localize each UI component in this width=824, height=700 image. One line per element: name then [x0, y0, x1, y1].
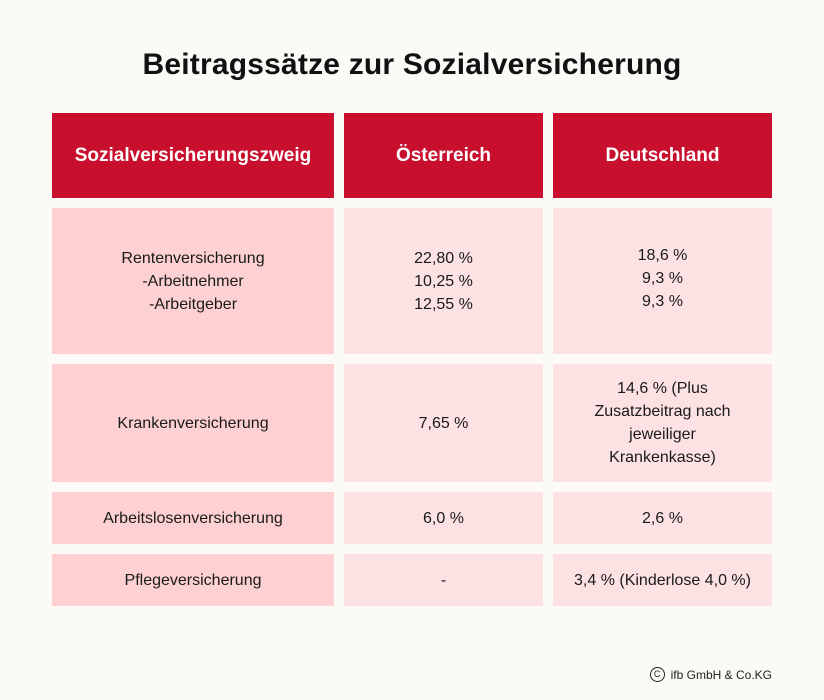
cell-line: -Arbeitgeber — [148, 295, 238, 313]
footer-text: ifb GmbH & Co.KG — [670, 667, 772, 682]
page-title: Beitragssätze zur Sozialversicherung — [142, 48, 682, 81]
row-arbeitslos-at: 6,0 % — [344, 492, 543, 544]
cell-line: 12,55 % — [414, 295, 473, 313]
row-rente-de: 18,6 % 9,3 % 9,3 % — [553, 208, 772, 354]
header-zweig: Sozialversicherungszweig — [52, 113, 334, 198]
cell-line: Zusatzbeitrag nach — [594, 403, 731, 420]
cell-line: 18,6 % — [637, 247, 688, 264]
cell-line: Krankenkasse) — [609, 449, 716, 466]
row-arbeitslos-zweig: Arbeitslosenversicherung — [52, 492, 334, 544]
row-rente-zweig: Rentenversicherung -Arbeitnehmer -Arbeit… — [52, 208, 334, 354]
cell-line: 14,6 % (Plus — [617, 380, 708, 397]
cell-line: Rentenversicherung — [121, 249, 265, 267]
row-kranken-at: 7,65 % — [344, 364, 543, 482]
row-kranken-zweig: Krankenversicherung — [52, 364, 334, 482]
copyright-icon: C — [649, 667, 665, 682]
cell-line: 22,80 % — [414, 249, 473, 267]
header-oesterreich: Österreich — [344, 113, 543, 198]
cell-line: -Arbeitnehmer — [142, 272, 244, 290]
row-pflege-at: - — [344, 554, 543, 606]
contribution-table: Sozialversicherungszweig Österreich Deut… — [52, 113, 772, 606]
cell-line: 9,3 % — [642, 293, 683, 310]
cell-line: 10,25 % — [414, 272, 473, 290]
cell-line: 9,3 % — [642, 270, 683, 287]
row-arbeitslos-de: 2,6 % — [553, 492, 772, 544]
row-pflege-de: 3,4 % (Kinderlose 4,0 %) — [553, 554, 772, 606]
row-kranken-de: 14,6 % (Plus Zusatzbeitrag nach jeweilig… — [553, 364, 772, 482]
row-rente-at: 22,80 % 10,25 % 12,55 % — [344, 208, 543, 354]
footer-credit: C ifb GmbH & Co.KG — [649, 667, 772, 682]
cell-line: jeweiliger — [629, 426, 696, 443]
row-pflege-zweig: Pflegeversicherung — [52, 554, 334, 606]
header-deutschland: Deutschland — [553, 113, 772, 198]
